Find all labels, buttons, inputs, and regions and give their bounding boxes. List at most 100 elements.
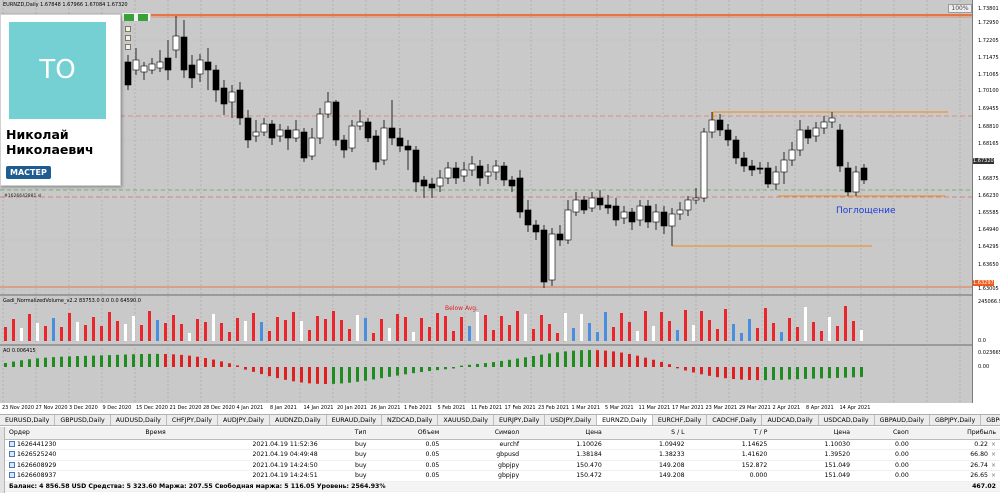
- close-order-icon[interactable]: ×: [990, 461, 996, 469]
- tab-gbpchfdaily[interactable]: GBPCHF,Daily: [981, 415, 1000, 425]
- column-header[interactable]: Своп: [854, 427, 913, 440]
- ao-bar: [668, 364, 671, 367]
- volume-bar: [612, 327, 615, 341]
- tab-gbpauddaily[interactable]: GBPAUD,Daily: [875, 415, 930, 425]
- chart-tabs[interactable]: EURUSD,Daily GBPUSD,Daily AUDUSD,Daily CHFJ…: [0, 414, 1000, 426]
- table-row[interactable]: 1626608937 2021.04.19 14:24:51 buy 0.05 gbpj…: [5, 470, 1000, 482]
- volume-bar: [380, 319, 383, 341]
- date-tick-label: 2 Apr 2021: [772, 405, 801, 411]
- table-row[interactable]: 1626608929 2021.04.19 14:24:50 buy 0.05 gbpj…: [5, 460, 1000, 471]
- volume-bar: [204, 322, 207, 341]
- ao-bar: [540, 354, 543, 367]
- ao-bar: [204, 358, 207, 367]
- column-header[interactable]: Прибыль: [912, 427, 1000, 440]
- volume-bar: [164, 323, 167, 341]
- candle: [356, 121, 364, 127]
- tab-audcaddaily[interactable]: AUDCAD,Daily: [762, 415, 819, 425]
- column-header[interactable]: Объем: [370, 427, 444, 440]
- candle: [636, 205, 644, 221]
- volume-bar: [172, 315, 175, 341]
- volume-bar: [460, 317, 463, 341]
- tab-eurchfdaily[interactable]: EURCHF,Daily: [653, 415, 708, 425]
- ao-bar: [188, 355, 191, 367]
- tab-xauusddaily[interactable]: XAUUSD,Daily: [438, 415, 495, 425]
- tab-eurusddaily[interactable]: EURUSD,Daily: [0, 415, 56, 425]
- tab-eurjpydaily[interactable]: EURJPY,Daily: [494, 415, 546, 425]
- candle: [172, 35, 180, 51]
- tool-icon[interactable]: [125, 26, 131, 32]
- tab-usdjpydaily[interactable]: USDJPY,Daily: [545, 415, 598, 425]
- tool-icon[interactable]: [125, 44, 131, 50]
- candle: [604, 204, 612, 209]
- ao-bar: [356, 367, 359, 382]
- profile-card[interactable]: TO Николай Николаевич МАСТЕР: [0, 14, 121, 186]
- close-order-icon[interactable]: ×: [990, 451, 996, 459]
- column-header[interactable]: Ордер: [5, 427, 142, 440]
- volume-bar: [436, 313, 439, 341]
- table-row[interactable]: 1626525240 2021.04.19 04:49:48 buy 0.05 gbpu…: [5, 449, 1000, 461]
- buy-button[interactable]: [138, 14, 148, 21]
- price-axis[interactable]: [972, 0, 1000, 403]
- candle: [316, 113, 324, 139]
- column-header[interactable]: S / L: [605, 427, 689, 440]
- candle: [292, 129, 300, 139]
- volume-bar: [220, 323, 223, 341]
- tab-usdcaddaily[interactable]: USDCAD,Daily: [819, 415, 875, 425]
- tab-audjpydaily[interactable]: AUDJPY,Daily: [218, 415, 271, 425]
- volume-bar: [708, 320, 711, 341]
- tab-cadchfdaily[interactable]: CADCHF,Daily: [707, 415, 763, 425]
- column-header[interactable]: Символ: [443, 427, 524, 440]
- tab-chfjpydaily[interactable]: CHFJPY,Daily: [167, 415, 218, 425]
- table-cell: 151.049: [771, 460, 855, 471]
- panel-separator[interactable]: [0, 294, 972, 296]
- volume-bar: [644, 311, 647, 341]
- price-tick-label: 1.63005: [978, 286, 999, 292]
- zoom-level[interactable]: 100%: [948, 4, 972, 13]
- price-chart[interactable]: [0, 0, 972, 403]
- candle: [236, 89, 244, 119]
- column-header[interactable]: Цена: [523, 427, 606, 440]
- terminal-side-strip[interactable]: [0, 427, 5, 493]
- candle: [348, 125, 356, 149]
- candle: [268, 123, 276, 139]
- candle: [700, 131, 708, 199]
- table-cell: 0.05: [370, 460, 444, 471]
- trade-buttons[interactable]: [121, 12, 151, 22]
- tab-audusddaily[interactable]: AUDUSD,Daily: [111, 415, 167, 425]
- ao-bar: [220, 361, 223, 367]
- ao-bar: [164, 354, 167, 367]
- column-header[interactable]: Цена: [771, 427, 855, 440]
- chart-area[interactable]: 1.73801 1.72950 1.72205 1.71475 1.71065 1.701…: [0, 0, 1000, 411]
- balance-row: Баланс: 4 856.58 USD Средства: 5 323.60 …: [5, 480, 1000, 492]
- date-tick-label: 8 Jan 2021: [270, 405, 297, 411]
- date-tick-label: 9 Dec 2020: [102, 405, 132, 411]
- tab-gbpusddaily[interactable]: GBPUSD,Daily: [55, 415, 111, 425]
- date-tick-label: 26 Jan 2021: [370, 405, 401, 411]
- order-line-label[interactable]: #1626642881 sl: [4, 194, 42, 199]
- ao-bar: [804, 367, 807, 379]
- ao-bar: [20, 360, 23, 367]
- engulfing-annotation[interactable]: Поглощение: [836, 206, 896, 216]
- column-header[interactable]: Время: [141, 427, 322, 440]
- tab-audnzddaily[interactable]: AUDNZD,Daily: [270, 415, 327, 425]
- close-order-icon[interactable]: ×: [990, 472, 996, 480]
- tool-icon[interactable]: [125, 35, 131, 41]
- tab-eurauddaily[interactable]: EURAUD,Daily: [327, 415, 383, 425]
- table-cell: 2021.04.19 11:52:36: [141, 439, 322, 450]
- tab-eurnzddaily[interactable]: EURNZD,Daily: [597, 415, 653, 425]
- ao-bar: [28, 359, 31, 367]
- panel-separator[interactable]: [0, 344, 972, 346]
- table-row[interactable]: 1626441230 2021.04.19 11:52:36 buy 0.05 eurc…: [5, 439, 1000, 450]
- volume-bar: [260, 322, 263, 341]
- column-header[interactable]: T / P: [688, 427, 772, 440]
- one-click-trading-panel[interactable]: [121, 12, 151, 52]
- close-order-icon[interactable]: ×: [990, 440, 996, 448]
- tab-gbpjpydaily[interactable]: GBPJPY,Daily: [930, 415, 982, 425]
- tab-nzdcaddaily[interactable]: NZDCAD,Daily: [382, 415, 439, 425]
- column-header[interactable]: Тип: [321, 427, 371, 440]
- volume-bar: [764, 308, 767, 341]
- date-tick-label: 14 Jan 2021: [303, 405, 334, 411]
- sell-button[interactable]: [124, 14, 134, 21]
